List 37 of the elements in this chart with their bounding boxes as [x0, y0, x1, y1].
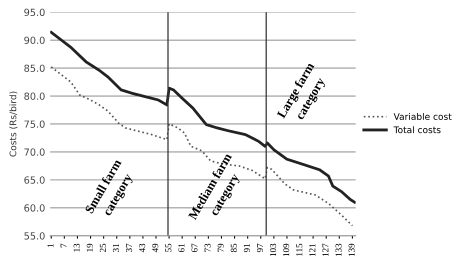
x-tick-label: 139 [348, 244, 355, 256]
x-tick-label: 55 [165, 244, 172, 252]
x-tick-label: 19 [86, 244, 93, 252]
x-tick-label: 109 [283, 244, 290, 256]
y-axis-title: Costs (Rs/bird) [9, 92, 18, 157]
x-tick-label: 133 [336, 244, 342, 256]
x-tick-label: 49 [152, 244, 158, 252]
x-tick-label: 103 [270, 244, 276, 256]
x-tick-label: 7 [60, 244, 67, 248]
legend-label: Total costs [394, 126, 441, 134]
x-tick-label: 85 [230, 244, 237, 252]
x-tick-label: 25 [100, 244, 106, 252]
y-tick-label: 95.0 [24, 8, 45, 16]
x-tick-label: 73 [204, 244, 211, 252]
x-tick-label: 61 [178, 244, 184, 252]
x-tick-label: 91 [244, 244, 250, 252]
y-tick-label: 70.0 [24, 148, 45, 156]
x-tick-label: 97 [256, 244, 264, 252]
legend-label: Variable cost [394, 112, 452, 120]
x-tick-label: 1 [47, 244, 54, 248]
y-tick-label: 80.0 [24, 92, 45, 100]
x-tick-label: 79 [218, 244, 224, 252]
line-series [50, 66, 354, 227]
x-tick-label: 67 [191, 244, 198, 252]
x-tick-label: 127 [322, 244, 328, 256]
x-tick-label: 43 [139, 244, 146, 252]
y-tick-label: 85.0 [24, 64, 45, 72]
x-tick-label: 37 [126, 244, 132, 252]
x-tick-label: 31 [112, 244, 119, 252]
x-tick-label: 115 [296, 244, 302, 256]
x-tick-label: 121 [309, 244, 316, 256]
y-tick-label: 55.0 [24, 232, 45, 240]
y-tick-label: 90.0 [24, 36, 45, 44]
y-tick-label: 60.0 [24, 204, 45, 212]
y-tick-label: 65.0 [24, 176, 45, 184]
x-tick-label: 13 [74, 244, 80, 252]
y-tick-label: 75.0 [24, 120, 45, 128]
